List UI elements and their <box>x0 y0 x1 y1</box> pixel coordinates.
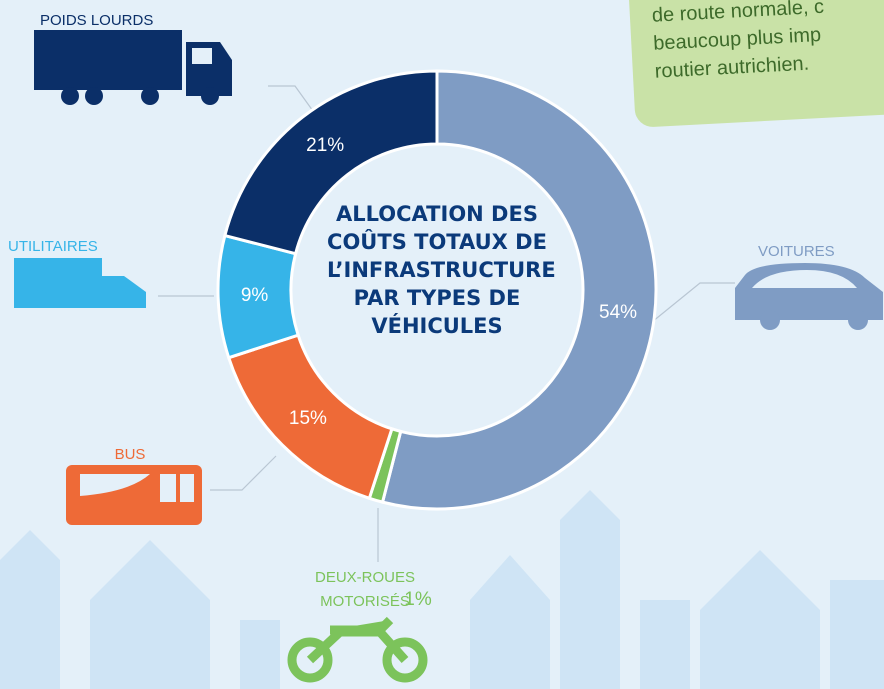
truck-icon <box>34 30 232 105</box>
value-label: 1% <box>404 589 432 610</box>
category-label: VOITURES <box>758 243 835 260</box>
motorcycle-icon <box>287 616 428 683</box>
bus-icon <box>66 465 202 525</box>
donut-segment <box>223 69 439 256</box>
category-label: BUS <box>114 446 146 463</box>
skyline <box>0 490 884 689</box>
note-text: routier autrichien. <box>654 52 810 83</box>
donut <box>216 69 658 511</box>
leader-lines <box>158 85 735 562</box>
donut-segment <box>380 69 658 511</box>
value-label: 54% <box>599 301 638 323</box>
value-label: 15% <box>288 408 327 430</box>
note-text: de route normale, c <box>651 0 825 27</box>
note-text: beaucoup plus imp <box>652 23 822 55</box>
category-label: DEUX-ROUES MOTORISÉS <box>314 569 415 610</box>
car-icon <box>735 263 883 330</box>
chart-title: ALLOCATION DES COÛTS TOTAUX DE L’INFRAST… <box>327 202 556 338</box>
van-icon <box>14 258 146 308</box>
note-box: de route normale, c beaucoup plus imp ro… <box>628 0 884 128</box>
value-label: 21% <box>306 134 345 156</box>
category-label: UTILITAIRES <box>8 238 98 255</box>
category-label: POIDS LOURDS <box>40 12 154 29</box>
value-label: 9% <box>240 284 269 306</box>
